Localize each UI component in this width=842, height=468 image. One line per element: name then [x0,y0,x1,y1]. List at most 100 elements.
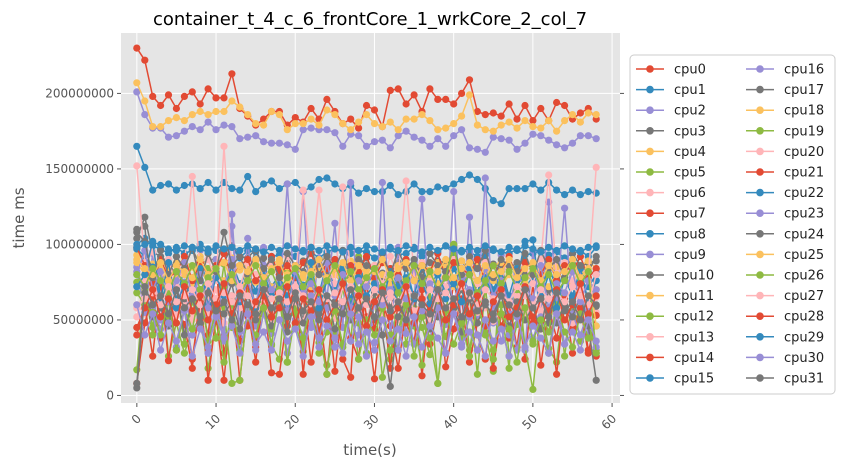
data-point-cpu2 [323,126,331,134]
legend-label: cpu26 [784,269,824,284]
data-point-cpu2 [355,132,363,140]
data-point-cpu26 [157,277,165,285]
data-point-cpu0 [204,85,212,93]
legend-label: cpu2 [674,104,706,119]
data-point-cpu1 [394,191,402,199]
data-point-cpu21 [331,255,339,264]
data-point-cpu29 [164,245,173,253]
data-point-cpu25 [545,262,553,270]
data-point-cpu12 [545,328,553,336]
series-cpu31 [133,283,600,387]
data-point-cpu2 [291,145,299,153]
data-point-cpu31 [244,301,252,309]
data-point-cpu29 [307,243,315,251]
data-point-cpu27 [228,298,236,306]
data-point-cpu29 [481,242,489,250]
data-point-cpu19 [513,358,521,366]
data-point-cpu4 [275,111,283,119]
data-point-cpu17 [592,376,600,384]
data-point-cpu4 [402,115,410,123]
data-point-cpu29 [505,243,513,251]
data-point-cpu1 [576,191,585,199]
data-point-cpu1 [465,171,474,179]
y-tick-label: 150000000 [45,162,114,176]
data-point-cpu31 [553,289,561,297]
data-point-cpu0 [291,114,299,122]
legend-marker [756,353,764,362]
data-point-cpu29 [228,243,236,251]
data-point-cpu25 [442,255,450,264]
legend-item-cpu29: cpu29 [746,330,824,345]
data-point-cpu7 [537,361,545,369]
data-point-cpu30 [537,334,545,342]
legend-item-cpu9: cpu9 [636,248,706,263]
data-point-cpu30 [315,343,323,351]
data-point-cpu29 [473,246,481,255]
data-point-cpu30 [410,313,418,321]
data-point-cpu2 [236,135,244,143]
data-point-cpu31 [260,286,268,294]
data-point-cpu7 [465,358,474,366]
data-point-cpu0 [529,117,537,125]
data-point-cpu19 [450,340,458,348]
data-point-cpu7 [133,331,141,339]
legend-label: cpu18 [784,104,824,119]
data-point-cpu27 [386,289,394,297]
data-point-cpu2 [561,144,569,152]
legend-item-cpu18: cpu18 [746,104,824,119]
data-point-cpu27 [370,286,379,294]
data-point-cpu17 [378,331,386,339]
data-point-cpu10 [260,254,268,262]
data-point-cpu29 [244,242,252,250]
series-layer [133,44,600,393]
data-point-cpu26 [505,268,513,276]
data-point-cpu1 [426,188,434,196]
data-point-cpu28 [204,316,212,324]
data-point-cpu4 [561,117,569,125]
data-point-cpu2 [497,135,505,143]
data-point-cpu22 [370,280,379,288]
data-point-cpu29 [434,246,442,255]
data-point-cpu28 [339,280,347,288]
data-point-cpu0 [172,104,180,113]
data-point-cpu29 [458,248,466,256]
data-point-cpu25 [489,271,497,279]
data-point-cpu29 [402,242,410,250]
data-point-cpu20 [402,177,410,185]
legend: cpu0 cpu1 cpu2 cpu3 cpu4 cpu5 cpu6 cpu7 cpu8 cpu9… [629,54,836,395]
data-point-cpu21 [244,255,252,264]
data-point-cpu30 [283,337,291,345]
data-point-cpu27 [576,292,585,300]
legend-item-cpu16: cpu16 [746,63,824,78]
data-point-cpu25 [418,262,426,270]
data-point-cpu27 [331,289,339,297]
data-point-cpu1 [370,188,379,196]
data-point-cpu24 [362,262,371,270]
data-point-cpu31 [267,304,276,312]
data-point-cpu7 [553,370,561,378]
data-point-cpu20 [545,171,553,179]
data-point-cpu29 [465,243,474,251]
data-point-cpu21 [347,262,355,270]
data-point-cpu4 [394,126,402,134]
data-point-cpu16 [204,349,212,357]
data-point-cpu25 [299,271,307,279]
data-point-cpu24 [315,271,323,279]
legend-item-cpu23: cpu23 [746,207,824,222]
data-point-cpu27 [291,283,299,291]
data-point-cpu28 [323,316,331,324]
data-point-cpu2 [513,145,521,153]
data-point-cpu2 [465,144,474,152]
data-point-cpu4 [212,107,220,116]
data-point-cpu30 [307,313,315,321]
legend-item-cpu19: cpu19 [746,124,824,139]
data-point-cpu25 [529,259,537,267]
data-point-cpu1 [252,188,260,196]
data-point-cpu2 [212,126,220,134]
data-point-cpu23 [576,298,585,306]
data-point-cpu25 [497,268,505,276]
data-point-cpu9 [450,188,458,196]
data-point-cpu30 [291,325,299,333]
data-point-cpu2 [331,129,339,137]
legend-label: cpu19 [784,124,824,139]
